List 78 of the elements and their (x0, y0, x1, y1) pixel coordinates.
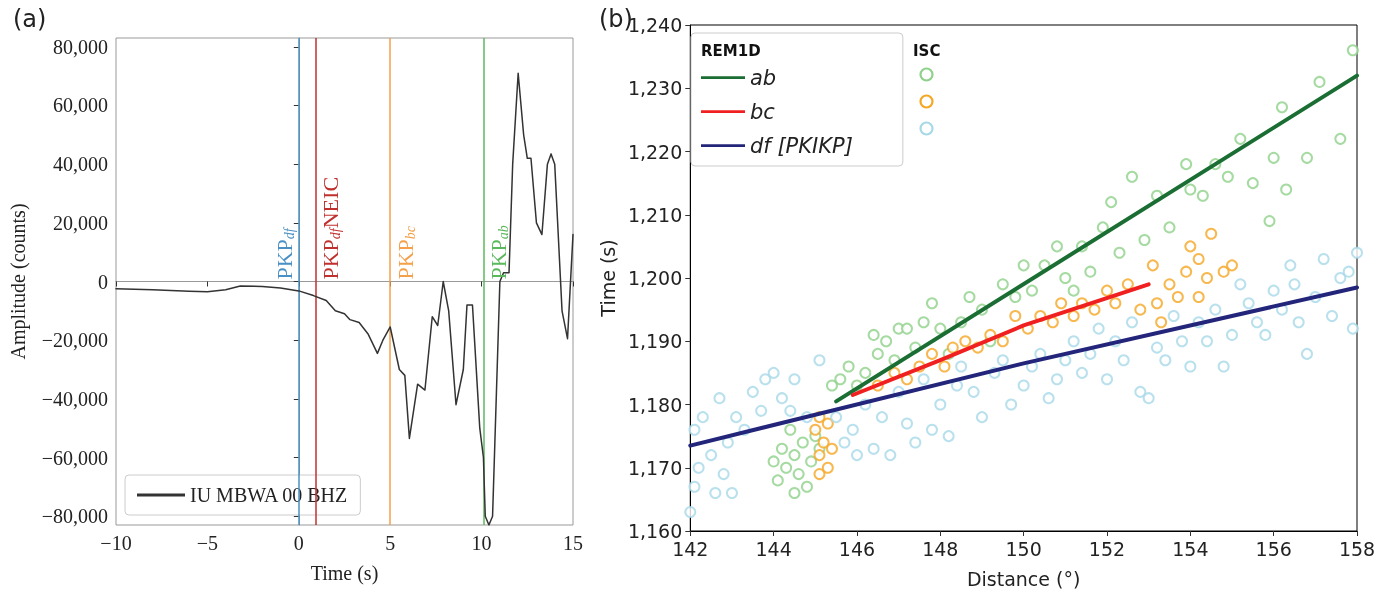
point (1192, 253, 1205, 266)
x-tick-label: 158 (1338, 537, 1376, 560)
y-tick-label: 1,180 (627, 393, 683, 416)
point (1121, 278, 1134, 291)
ref-line-label: PKPdfNEIC (317, 176, 343, 280)
y-tick-label: −80,000 (41, 505, 108, 528)
y-tick-label: 20,000 (53, 211, 108, 234)
point (821, 461, 834, 474)
point (1205, 227, 1218, 240)
point (1155, 316, 1168, 329)
x-tick-label: 15 (563, 532, 583, 554)
y-tick-label: −60,000 (41, 446, 108, 469)
y-tick-label: −40,000 (41, 387, 108, 410)
x-tick-label: 0 (293, 532, 304, 554)
y-tick-label: 1,190 (627, 330, 683, 353)
chart-title: (a) (13, 5, 47, 33)
y-tick-label: 1,170 (627, 456, 683, 479)
point (1146, 259, 1159, 272)
ref-line-label: PKPdf (272, 226, 298, 280)
y-tick-label: −20,000 (41, 329, 108, 352)
annotation: ISC (913, 41, 941, 60)
point (1134, 303, 1147, 316)
ref-line-label: PKPab (485, 225, 511, 280)
x-tick-label: 10 (471, 532, 492, 554)
point (1109, 297, 1122, 310)
x-tick-label: 150 (1005, 537, 1042, 560)
point (1009, 309, 1022, 322)
x-tick-label: 156 (1255, 537, 1292, 560)
point (1201, 272, 1213, 284)
point (1088, 303, 1101, 316)
y-tick-label: 1,210 (627, 203, 683, 226)
point (1055, 297, 1068, 310)
x-axis-title: Distance (°) (966, 567, 1081, 590)
point (959, 335, 972, 348)
x-tick-label: 148 (922, 537, 959, 560)
point (1101, 284, 1113, 297)
y-tick-label: 80,000 (53, 35, 108, 58)
point (1217, 265, 1230, 278)
legend-label: bc (750, 99, 776, 124)
point (1163, 278, 1176, 291)
point (938, 360, 951, 373)
x-tick-label: −5 (196, 532, 219, 554)
point (809, 423, 822, 436)
line-series (850, 282, 1151, 398)
point (1151, 297, 1163, 310)
ref-line-label: PKPbc (392, 225, 418, 280)
x-tick-label: −10 (100, 532, 132, 554)
x-axis-title: Time (s) (310, 562, 379, 585)
point (813, 449, 826, 462)
point (996, 335, 1009, 348)
legend-label: ab (750, 65, 777, 90)
x-tick-label: 146 (838, 537, 876, 560)
y-axis-title: Time (s) (596, 239, 619, 318)
point (946, 341, 959, 354)
point (1046, 316, 1059, 329)
x-tick-label: 152 (1088, 537, 1126, 560)
x-tick-label: 5 (385, 532, 396, 554)
legend-label: df [PKIKP] (750, 133, 853, 158)
y-tick-label: 0 (98, 270, 108, 293)
x-tick-label: 154 (1172, 537, 1209, 560)
point (1226, 259, 1238, 272)
point (1067, 309, 1080, 322)
y-tick-label: 1,230 (627, 77, 683, 100)
y-tick-label: 40,000 (53, 153, 108, 176)
x-tick-label: 144 (755, 537, 792, 560)
point (1184, 240, 1197, 253)
point (1192, 290, 1205, 303)
y-tick-label: 1,220 (627, 140, 683, 163)
y-tick-label: 1,200 (627, 267, 683, 289)
point (1180, 265, 1193, 278)
point (817, 436, 830, 449)
legend-title: REM1D (701, 41, 761, 60)
point (925, 347, 938, 360)
point (813, 468, 826, 481)
y-tick-label: 60,000 (53, 94, 108, 117)
y-axis-title: Amplitude (counts) (7, 203, 30, 360)
point (1171, 290, 1184, 303)
point (825, 442, 838, 455)
